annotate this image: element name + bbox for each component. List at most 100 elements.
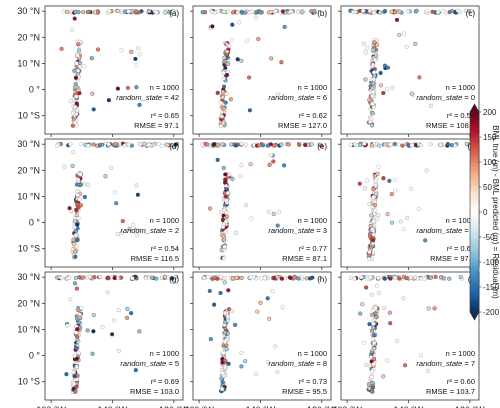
data-point — [72, 16, 77, 21]
data-point — [77, 315, 82, 320]
y-tick-label: 30 °N — [17, 272, 40, 282]
random-state-name: random_state — [268, 93, 314, 102]
data-point — [226, 288, 231, 293]
data-point — [249, 216, 254, 221]
data-point — [259, 276, 264, 281]
data-point — [221, 9, 226, 14]
data-point — [393, 275, 398, 280]
x-tick-label: 160 °W — [184, 405, 214, 408]
data-point — [75, 108, 80, 113]
data-point — [222, 280, 227, 285]
random-state: random_state = 5 — [120, 359, 179, 368]
data-point — [156, 141, 161, 146]
data-point — [222, 339, 227, 344]
data-point — [165, 143, 170, 148]
data-point — [222, 276, 227, 281]
data-point — [361, 41, 366, 46]
data-point — [371, 77, 376, 82]
data-point — [369, 143, 374, 148]
data-point — [300, 9, 305, 14]
data-point — [72, 68, 77, 73]
data-point — [208, 206, 213, 211]
data-point — [126, 142, 131, 147]
data-point — [134, 232, 139, 238]
data-point — [112, 190, 117, 195]
random-state-value: = 42 — [162, 93, 179, 102]
data-point — [108, 165, 114, 170]
data-point — [113, 141, 118, 146]
rmse: RMSE = 108.1 — [426, 121, 475, 130]
rmse: RMSE = 103.7 — [426, 387, 475, 396]
sample-count: n = 1000 — [446, 349, 475, 358]
data-point — [105, 275, 111, 280]
data-point — [226, 61, 231, 66]
sample-count: n = 1000 — [446, 83, 475, 92]
data-point — [95, 10, 101, 15]
colorbar-gradient — [469, 111, 480, 313]
data-point — [59, 46, 64, 51]
random-state-name: random_state — [120, 226, 166, 235]
data-point — [92, 275, 97, 280]
data-point — [226, 43, 231, 48]
data-point — [317, 275, 322, 280]
data-point — [370, 93, 375, 98]
random-state-name: random_state — [416, 359, 462, 368]
data-point — [357, 181, 362, 186]
data-point — [226, 361, 231, 366]
data-point — [424, 168, 429, 173]
data-point — [82, 194, 87, 200]
data-point — [260, 143, 265, 148]
data-point — [367, 386, 372, 391]
data-point — [443, 10, 449, 15]
data-point — [138, 142, 144, 147]
random-state-value: = 3 — [314, 226, 327, 235]
data-point — [359, 275, 364, 280]
data-point — [372, 40, 377, 45]
data-point — [418, 353, 424, 358]
random-state: random_state = 8 — [268, 359, 327, 368]
colorbar-tick-label: -100 — [483, 258, 500, 267]
data-point — [76, 68, 81, 73]
data-point — [295, 9, 300, 14]
random-state-name: random_state — [416, 226, 462, 235]
data-point — [133, 56, 138, 61]
data-point — [238, 174, 243, 179]
data-point — [230, 276, 236, 281]
data-point — [61, 9, 66, 14]
data-point — [243, 203, 248, 208]
data-point — [209, 9, 215, 15]
rmse: RMSE = 127.0 — [278, 121, 327, 130]
panel-frame — [192, 271, 332, 401]
data-point — [371, 89, 376, 94]
data-point — [210, 24, 215, 29]
data-point — [254, 10, 259, 15]
data-point — [142, 141, 147, 146]
data-point — [137, 329, 142, 334]
data-point — [371, 81, 376, 86]
data-point — [75, 327, 80, 332]
y-tick-label: 10 °S — [18, 244, 40, 254]
data-point — [367, 249, 372, 255]
data-point — [398, 219, 403, 224]
data-point — [273, 8, 278, 14]
data-point — [267, 316, 272, 321]
data-point — [136, 227, 141, 232]
data-point — [449, 143, 454, 148]
data-point — [370, 369, 375, 374]
panel-frame — [340, 271, 480, 401]
data-point — [115, 8, 120, 14]
data-point — [75, 337, 80, 343]
data-point — [258, 300, 263, 305]
data-point — [247, 108, 252, 113]
data-point — [115, 86, 120, 91]
data-point — [167, 9, 172, 14]
data-point — [100, 325, 105, 330]
panel-d: 30 °N 20 °N 10 °N 0 ° 10 °S (d) n = 1000random… — [17, 138, 184, 270]
data-point — [223, 219, 228, 224]
data-point — [401, 227, 406, 232]
data-point — [220, 370, 225, 376]
data-point — [81, 10, 86, 15]
data-point — [74, 61, 79, 66]
random-state-value: = 0 — [462, 93, 475, 102]
